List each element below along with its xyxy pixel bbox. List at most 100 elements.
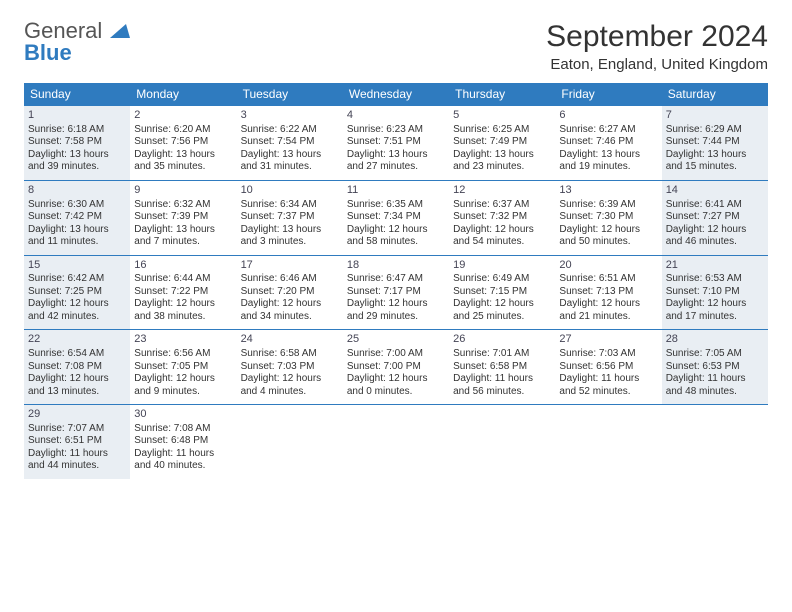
daylight-text: and 29 minutes. bbox=[347, 311, 445, 324]
sunrise-text: Sunrise: 7:03 AM bbox=[559, 348, 657, 361]
calendar-cell: 11Sunrise: 6:35 AMSunset: 7:34 PMDayligh… bbox=[343, 180, 449, 255]
calendar-cell: 21Sunrise: 6:53 AMSunset: 7:10 PMDayligh… bbox=[662, 255, 768, 330]
sunrise-text: Sunrise: 6:35 AM bbox=[347, 199, 445, 212]
sunrise-text: Sunrise: 6:23 AM bbox=[347, 124, 445, 137]
daylight-text: Daylight: 12 hours bbox=[453, 224, 551, 237]
sunset-text: Sunset: 7:54 PM bbox=[241, 136, 339, 149]
daylight-text: and 31 minutes. bbox=[241, 161, 339, 174]
day-number: 12 bbox=[453, 184, 551, 198]
daylight-text: Daylight: 12 hours bbox=[134, 373, 232, 386]
day-number: 23 bbox=[134, 333, 232, 347]
daylight-text: Daylight: 12 hours bbox=[241, 298, 339, 311]
calendar-cell: 25Sunrise: 7:00 AMSunset: 7:00 PMDayligh… bbox=[343, 330, 449, 405]
day-number: 9 bbox=[134, 184, 232, 198]
calendar-cell: 30Sunrise: 7:08 AMSunset: 6:48 PMDayligh… bbox=[130, 405, 236, 479]
daylight-text: and 44 minutes. bbox=[28, 460, 126, 473]
day-number: 7 bbox=[666, 109, 764, 123]
daylight-text: and 39 minutes. bbox=[28, 161, 126, 174]
sunset-text: Sunset: 6:48 PM bbox=[134, 435, 232, 448]
daylight-text: Daylight: 13 hours bbox=[347, 149, 445, 162]
day-number: 1 bbox=[28, 109, 126, 123]
calendar-cell: 27Sunrise: 7:03 AMSunset: 6:56 PMDayligh… bbox=[555, 330, 661, 405]
sunset-text: Sunset: 7:20 PM bbox=[241, 286, 339, 299]
calendar-cell: 10Sunrise: 6:34 AMSunset: 7:37 PMDayligh… bbox=[237, 180, 343, 255]
sunrise-text: Sunrise: 7:01 AM bbox=[453, 348, 551, 361]
sunset-text: Sunset: 7:27 PM bbox=[666, 211, 764, 224]
sunrise-text: Sunrise: 7:07 AM bbox=[28, 423, 126, 436]
sunset-text: Sunset: 7:34 PM bbox=[347, 211, 445, 224]
daylight-text: Daylight: 12 hours bbox=[134, 298, 232, 311]
day-header: Friday bbox=[555, 83, 661, 106]
sunrise-text: Sunrise: 6:47 AM bbox=[347, 273, 445, 286]
day-number: 11 bbox=[347, 184, 445, 198]
day-number: 17 bbox=[241, 259, 339, 273]
calendar-cell: 4Sunrise: 6:23 AMSunset: 7:51 PMDaylight… bbox=[343, 106, 449, 181]
sunrise-text: Sunrise: 7:08 AM bbox=[134, 423, 232, 436]
sunrise-text: Sunrise: 6:18 AM bbox=[28, 124, 126, 137]
page-header: General Blue September 2024 Eaton, Engla… bbox=[24, 20, 768, 73]
daylight-text: and 48 minutes. bbox=[666, 386, 764, 399]
sunrise-text: Sunrise: 6:46 AM bbox=[241, 273, 339, 286]
calendar-cell: 22Sunrise: 6:54 AMSunset: 7:08 PMDayligh… bbox=[24, 330, 130, 405]
calendar-cell-empty bbox=[449, 405, 555, 479]
day-number: 3 bbox=[241, 109, 339, 123]
sunset-text: Sunset: 6:56 PM bbox=[559, 361, 657, 374]
day-number: 5 bbox=[453, 109, 551, 123]
day-number: 19 bbox=[453, 259, 551, 273]
daylight-text: Daylight: 13 hours bbox=[241, 224, 339, 237]
calendar-cell: 2Sunrise: 6:20 AMSunset: 7:56 PMDaylight… bbox=[130, 106, 236, 181]
sunrise-text: Sunrise: 6:53 AM bbox=[666, 273, 764, 286]
daylight-text: Daylight: 12 hours bbox=[241, 373, 339, 386]
sunrise-text: Sunrise: 6:25 AM bbox=[453, 124, 551, 137]
sunset-text: Sunset: 6:51 PM bbox=[28, 435, 126, 448]
sunset-text: Sunset: 7:25 PM bbox=[28, 286, 126, 299]
daylight-text: Daylight: 13 hours bbox=[559, 149, 657, 162]
page-title: September 2024 bbox=[546, 20, 768, 54]
sunrise-text: Sunrise: 6:22 AM bbox=[241, 124, 339, 137]
day-number: 14 bbox=[666, 184, 764, 198]
calendar-cell: 17Sunrise: 6:46 AMSunset: 7:20 PMDayligh… bbox=[237, 255, 343, 330]
day-number: 6 bbox=[559, 109, 657, 123]
sunrise-text: Sunrise: 6:34 AM bbox=[241, 199, 339, 212]
daylight-text: and 52 minutes. bbox=[559, 386, 657, 399]
sunset-text: Sunset: 7:46 PM bbox=[559, 136, 657, 149]
day-number: 27 bbox=[559, 333, 657, 347]
daylight-text: and 40 minutes. bbox=[134, 460, 232, 473]
day-number: 10 bbox=[241, 184, 339, 198]
daylight-text: and 4 minutes. bbox=[241, 386, 339, 399]
daylight-text: and 7 minutes. bbox=[134, 236, 232, 249]
daylight-text: and 34 minutes. bbox=[241, 311, 339, 324]
daylight-text: Daylight: 11 hours bbox=[559, 373, 657, 386]
daylight-text: and 13 minutes. bbox=[28, 386, 126, 399]
day-number: 4 bbox=[347, 109, 445, 123]
daylight-text: Daylight: 12 hours bbox=[666, 224, 764, 237]
daylight-text: and 56 minutes. bbox=[453, 386, 551, 399]
calendar-cell-empty bbox=[662, 405, 768, 479]
daylight-text: Daylight: 13 hours bbox=[453, 149, 551, 162]
sunset-text: Sunset: 7:30 PM bbox=[559, 211, 657, 224]
logo-triangle-icon bbox=[110, 20, 130, 42]
day-number: 8 bbox=[28, 184, 126, 198]
daylight-text: and 17 minutes. bbox=[666, 311, 764, 324]
sunrise-text: Sunrise: 7:00 AM bbox=[347, 348, 445, 361]
daylight-text: Daylight: 11 hours bbox=[134, 448, 232, 461]
sunset-text: Sunset: 7:03 PM bbox=[241, 361, 339, 374]
daylight-text: and 25 minutes. bbox=[453, 311, 551, 324]
sunset-text: Sunset: 7:58 PM bbox=[28, 136, 126, 149]
day-number: 16 bbox=[134, 259, 232, 273]
day-number: 30 bbox=[134, 408, 232, 422]
daylight-text: and 35 minutes. bbox=[134, 161, 232, 174]
daylight-text: and 23 minutes. bbox=[453, 161, 551, 174]
sunset-text: Sunset: 7:37 PM bbox=[241, 211, 339, 224]
calendar-row: 15Sunrise: 6:42 AMSunset: 7:25 PMDayligh… bbox=[24, 255, 768, 330]
location: Eaton, England, United Kingdom bbox=[546, 56, 768, 73]
day-number: 15 bbox=[28, 259, 126, 273]
daylight-text: Daylight: 13 hours bbox=[241, 149, 339, 162]
calendar-cell: 19Sunrise: 6:49 AMSunset: 7:15 PMDayligh… bbox=[449, 255, 555, 330]
daylight-text: and 27 minutes. bbox=[347, 161, 445, 174]
calendar-cell: 1Sunrise: 6:18 AMSunset: 7:58 PMDaylight… bbox=[24, 106, 130, 181]
daylight-text: Daylight: 12 hours bbox=[347, 224, 445, 237]
day-number: 18 bbox=[347, 259, 445, 273]
daylight-text: and 11 minutes. bbox=[28, 236, 126, 249]
sunrise-text: Sunrise: 7:05 AM bbox=[666, 348, 764, 361]
